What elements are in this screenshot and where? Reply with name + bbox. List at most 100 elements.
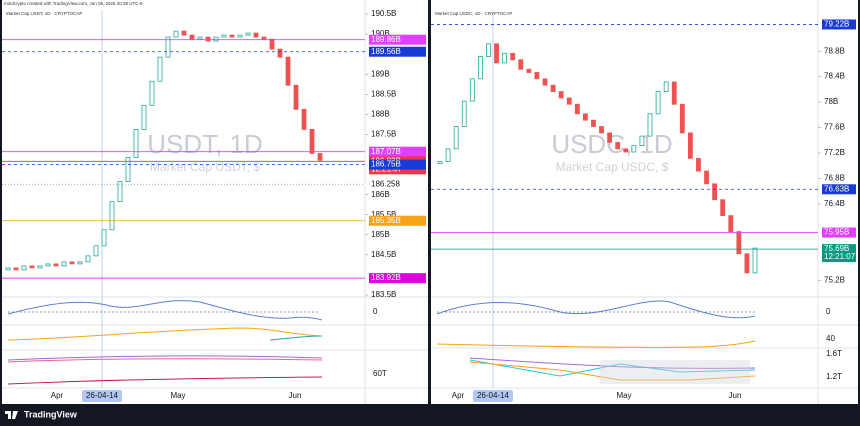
right-panel xyxy=(431,0,858,404)
brand: TradingView xyxy=(24,409,78,419)
candle xyxy=(542,78,548,86)
candle xyxy=(696,157,701,172)
y-tick-label: 188B xyxy=(371,109,390,118)
y-tick-label: 190.5B xyxy=(371,9,396,18)
pane-scale-label: 0 xyxy=(373,307,378,316)
countdown: 12:21:07 xyxy=(824,252,856,261)
candle xyxy=(647,113,653,137)
candle xyxy=(117,181,123,203)
candle xyxy=(591,119,596,127)
pane-separators xyxy=(2,0,858,404)
time-label: May xyxy=(616,391,631,400)
candle xyxy=(679,103,685,134)
y-tick-label: 77.6B xyxy=(824,123,845,132)
y-tick-label: 76.8B xyxy=(824,174,845,183)
crosshair-date-box xyxy=(473,390,513,402)
price-label-box xyxy=(369,273,426,284)
y-tick-label: 184.5B xyxy=(371,250,396,259)
candle xyxy=(510,52,516,61)
candle xyxy=(486,43,491,57)
price-label: 186.258 xyxy=(371,179,400,188)
candle xyxy=(285,56,291,86)
symbol-info: Market Cap USDC, 1D · CRYPTOCAP xyxy=(435,11,512,16)
price-label-box xyxy=(369,46,426,57)
candle xyxy=(671,81,677,105)
price-label: 187.07B xyxy=(371,147,401,156)
candle xyxy=(655,91,661,115)
price-label-box xyxy=(369,215,426,226)
y-tick-label: 189B xyxy=(371,69,390,78)
credit: mindcrypto created with TradingView.com,… xyxy=(4,1,143,6)
watermark: USDT, 1D xyxy=(147,129,263,159)
candle xyxy=(550,84,556,92)
y-tick-label: 78.8B xyxy=(824,46,845,55)
candle xyxy=(461,100,467,127)
y-tick-label: 188.5B xyxy=(371,89,396,98)
candle xyxy=(69,261,75,265)
candle xyxy=(21,265,27,271)
candle xyxy=(526,68,532,73)
candle xyxy=(85,255,91,263)
candle xyxy=(704,170,709,185)
pane-scale-label: 40 xyxy=(826,334,835,343)
candle xyxy=(301,108,307,130)
candle xyxy=(109,201,115,231)
candle xyxy=(93,245,99,257)
candle xyxy=(165,36,171,58)
symbol-info: Market Cap USDT, 1D · CRYPTOCAP xyxy=(6,11,82,16)
candle xyxy=(229,34,235,38)
candle xyxy=(221,34,227,38)
candle xyxy=(29,265,35,269)
pane-scale-label: 1.2T xyxy=(826,372,842,381)
time-label: 26-04-14 xyxy=(477,391,510,400)
y-tick-label: 185.5B xyxy=(371,210,396,219)
candle xyxy=(101,229,107,247)
y-tick-label: 186B xyxy=(371,190,390,199)
candle xyxy=(494,43,499,64)
candle xyxy=(181,30,187,36)
candle xyxy=(133,129,139,158)
candle xyxy=(309,129,315,154)
price-label-box xyxy=(369,159,426,170)
candle xyxy=(205,36,211,42)
candle xyxy=(445,148,451,162)
candle xyxy=(663,81,669,92)
candle xyxy=(173,30,179,38)
candle xyxy=(157,56,163,82)
price-label: 75.69B xyxy=(824,244,849,253)
y-tick-label: 78B xyxy=(824,97,838,106)
candle xyxy=(37,265,43,269)
candle xyxy=(558,91,564,99)
candle xyxy=(213,36,219,42)
candle xyxy=(574,103,580,115)
y-tick-label: 77.2B xyxy=(824,148,845,157)
candle xyxy=(453,126,459,150)
watermark-sub: Market Cap USDT, $ xyxy=(150,160,260,174)
left-panel xyxy=(2,0,428,404)
candle xyxy=(477,56,483,80)
y-tick-label: 78.4B xyxy=(824,72,845,81)
candle xyxy=(77,261,83,265)
candle xyxy=(269,38,275,50)
pane-scale-label: 0 xyxy=(826,307,831,316)
price-label-box xyxy=(369,179,426,190)
candle xyxy=(599,126,604,134)
candle xyxy=(13,267,19,271)
price-label: 189.56B xyxy=(371,47,401,56)
candle xyxy=(141,104,147,130)
candle xyxy=(245,32,251,36)
price-label: 185.35B xyxy=(371,216,401,225)
time-label: Apr xyxy=(51,391,64,400)
candle xyxy=(437,161,443,164)
candle xyxy=(53,263,59,267)
price-label: 76.63B xyxy=(824,184,849,193)
price-label-box xyxy=(822,244,856,263)
candle xyxy=(189,34,195,40)
candle xyxy=(317,153,323,161)
y-tick-label: 76.4B xyxy=(824,199,845,208)
y-tick-label: 183.5B xyxy=(371,290,396,299)
candle xyxy=(744,253,750,274)
candle xyxy=(631,145,637,153)
candle xyxy=(197,36,203,40)
